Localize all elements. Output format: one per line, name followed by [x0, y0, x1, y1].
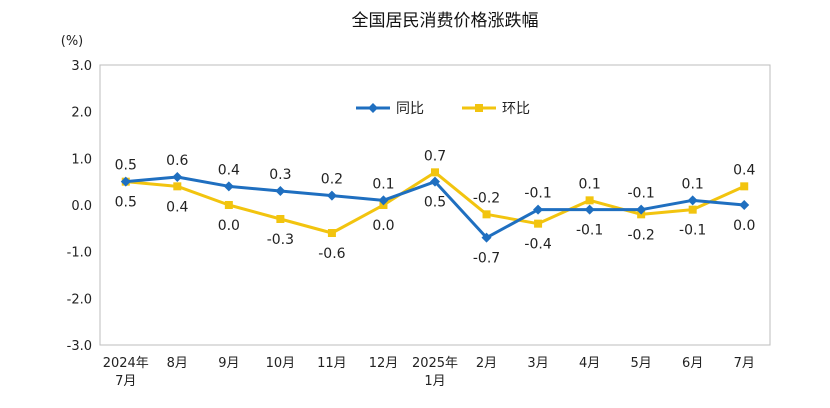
series-0-point [481, 232, 492, 243]
data-label-series-1: -0.1 [679, 223, 706, 239]
series-group [120, 168, 750, 243]
series-0-point [120, 176, 131, 187]
series-0-point [378, 195, 389, 206]
series-1-point [431, 168, 439, 177]
data-label-series-1: 0.7 [424, 148, 446, 164]
series-1-point [585, 196, 594, 205]
y-axis: 3.0 2.0 1.0 0.0 -1.0 -2.0 -3.0 [67, 59, 92, 354]
series-0-point [533, 204, 544, 215]
x-tick-label: 10月 [266, 356, 296, 371]
series-1-point [276, 215, 285, 223]
chart-title: 全国居民消费价格涨跌幅 [352, 11, 539, 31]
series-0-point [636, 204, 647, 215]
x-tick-label: 11月 [317, 356, 347, 371]
data-label-series-1: -0.2 [627, 227, 654, 243]
x-tick-label: 7月 [734, 356, 755, 371]
series-0-point [223, 181, 234, 192]
x-tick-label: 2024年 [103, 356, 149, 371]
data-label-series-1: -0.2 [473, 190, 500, 206]
data-label-series-1: 0.5 [115, 195, 137, 211]
series-0-point [687, 195, 698, 206]
data-label-series-1: -0.4 [524, 237, 551, 253]
data-label-series-0: 0.0 [733, 218, 755, 234]
data-label-series-1: 0.0 [218, 218, 240, 234]
data-label-series-1: -0.3 [267, 232, 294, 248]
data-label-series-0: 0.6 [166, 153, 188, 169]
data-label-series-0: 0.5 [424, 195, 446, 211]
data-label-series-0: 0.5 [115, 158, 137, 174]
data-label-series-1: 0.4 [166, 199, 188, 215]
data-label-series-1: -0.6 [318, 246, 345, 262]
x-tick-label: 2025年 [412, 356, 458, 371]
legend-marker-1 [475, 104, 483, 112]
data-label-series-0: 0.1 [682, 176, 704, 192]
y-tick-label: -2.0 [67, 292, 92, 307]
unit-label: (%) [61, 34, 84, 49]
data-label-series-0: -0.7 [473, 251, 500, 267]
x-tick-label: 12月 [369, 356, 399, 371]
series-1-point [482, 210, 491, 219]
data-label-series-0: 0.1 [372, 176, 394, 192]
series-0-point [739, 200, 750, 210]
series-1-point [224, 201, 233, 209]
data-label-series-0: 0.2 [321, 172, 343, 188]
y-tick-label: 3.0 [71, 59, 92, 74]
series-1-point [327, 229, 336, 237]
data-label-series-1: 0.0 [372, 218, 394, 234]
series-1-point [534, 219, 543, 228]
data-label-series-1: 0.1 [578, 176, 600, 192]
x-tick-label: 7月 [115, 374, 136, 389]
series-1-point [740, 182, 749, 191]
data-label-series-0: 0.3 [269, 167, 291, 183]
x-tick-label: 3月 [527, 356, 548, 371]
series-0-point [172, 172, 183, 182]
legend-label-1: 环比 [502, 101, 530, 117]
x-tick-label: 8月 [167, 356, 188, 371]
x-tick-label: 6月 [682, 356, 703, 371]
data-label-series-0: 0.4 [218, 162, 240, 178]
x-tick-label: 2月 [476, 356, 497, 371]
series-0-point [326, 190, 337, 201]
y-tick-label: -1.0 [67, 246, 92, 261]
x-tick-label: 9月 [218, 356, 239, 371]
x-tick-label: 1月 [424, 374, 445, 389]
x-axis: 2024年 7月 8月 9月 10月 11月 12月 2025年 1月 2月 3月 4月 5月 6月 7月 [103, 356, 755, 389]
series-1-point [173, 182, 182, 191]
series-0-point [275, 186, 286, 196]
data-label-series-1: 0.4 [733, 162, 755, 178]
legend-marker-0 [368, 103, 378, 113]
legend-label-0: 同比 [396, 101, 424, 117]
series-1-point [688, 205, 697, 214]
series-0-point [584, 204, 595, 215]
data-label-series-0: -0.1 [576, 223, 603, 239]
plot-area [99, 64, 771, 346]
series-0-point [430, 176, 440, 187]
data-label-series-0: -0.1 [524, 186, 551, 202]
data-label-series-0: -0.1 [627, 186, 654, 202]
y-tick-label: -3.0 [67, 339, 92, 354]
y-tick-label: 1.0 [71, 152, 92, 167]
legend: 同比 环比 [356, 101, 530, 117]
x-tick-label: 4月 [579, 356, 600, 371]
y-tick-label: 0.0 [71, 199, 92, 214]
y-tick-label: 2.0 [71, 106, 92, 121]
x-tick-label: 5月 [631, 356, 652, 371]
data-labels: 0.5 0.5 0.6 0.4 0.4 0.0 0.3 -0.3 0.2 -0.6 0.1 0.0 0.… [115, 148, 756, 266]
